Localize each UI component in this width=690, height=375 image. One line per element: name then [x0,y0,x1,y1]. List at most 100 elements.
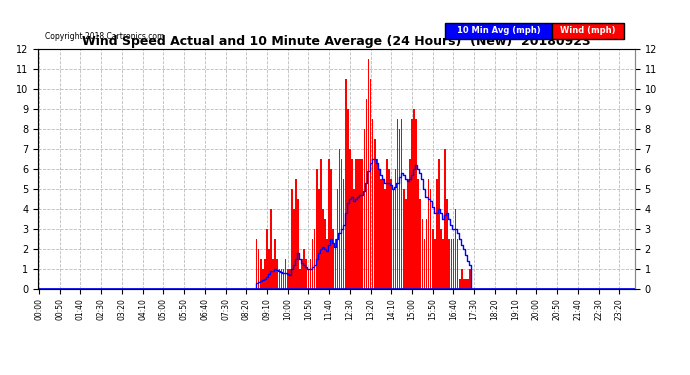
Text: 10 Min Avg (mph): 10 Min Avg (mph) [457,26,540,36]
Bar [444,149,446,289]
Bar [314,229,315,289]
Bar [335,239,336,289]
Bar [459,279,460,289]
Bar [275,239,276,289]
Bar [258,249,259,289]
Bar [333,229,334,289]
Bar [432,229,433,289]
Bar [285,259,286,289]
Bar [463,279,464,289]
Bar [413,109,415,289]
Bar [407,179,408,289]
Bar [434,239,435,289]
Bar [417,179,419,289]
Bar [349,149,351,289]
Bar [378,169,380,289]
Bar [289,269,290,289]
Bar [256,239,257,289]
Bar [291,189,293,289]
Bar [318,189,319,289]
Bar [388,169,390,289]
Bar [343,179,344,289]
Bar [262,269,264,289]
Bar [428,179,429,289]
Bar [368,59,369,289]
Bar [351,159,353,289]
Bar [399,129,400,289]
Bar [337,189,338,289]
Bar [380,179,382,289]
Bar [287,269,288,289]
Bar [403,189,404,289]
Bar [465,279,466,289]
Bar [405,199,406,289]
Bar [266,229,268,289]
Bar [322,209,324,289]
Bar [415,119,417,289]
Bar [273,259,274,289]
Bar [341,159,342,289]
Bar [264,259,266,289]
Bar [382,179,384,289]
Bar [320,159,322,289]
Bar [364,129,365,289]
Bar [304,249,305,289]
Bar [306,259,307,289]
FancyBboxPatch shape [552,22,624,39]
Bar [446,199,448,289]
Bar [372,119,373,289]
Bar [312,239,313,289]
Bar [395,169,396,289]
Bar [366,99,367,289]
Bar [353,189,355,289]
Bar [324,219,326,289]
Bar [359,159,361,289]
Bar [376,159,377,289]
Bar [270,209,272,289]
Bar [457,239,458,289]
Bar [277,259,278,289]
Bar [469,269,471,289]
Bar [411,119,413,289]
Bar [426,219,427,289]
Bar [347,109,348,289]
Bar [393,189,394,289]
Bar [268,249,270,289]
Bar [422,219,423,289]
Bar [297,199,299,289]
Bar [279,269,280,289]
Bar [397,119,398,289]
Bar [430,189,431,289]
FancyBboxPatch shape [445,22,552,39]
Bar [345,79,346,289]
Bar [328,159,330,289]
Bar [260,259,262,289]
Bar [281,269,282,289]
Bar [401,119,402,289]
Bar [308,269,309,289]
Bar [409,159,411,289]
Bar [362,159,363,289]
Bar [461,269,462,289]
Bar [438,159,440,289]
Bar [424,239,425,289]
Bar [374,139,375,289]
Bar [453,239,454,289]
Bar [391,179,392,289]
Bar [326,239,328,289]
Bar [357,159,359,289]
Bar [370,79,371,289]
Bar [293,209,295,289]
Bar [442,239,444,289]
Bar [295,179,297,289]
Bar [339,149,340,289]
Bar [467,279,469,289]
Bar [310,259,311,289]
Bar [451,239,452,289]
Bar [420,199,421,289]
Bar [283,269,284,289]
Title: Wind Speed Actual and 10 Minute Average (24 Hours)  (New)  20180923: Wind Speed Actual and 10 Minute Average … [82,34,591,48]
Text: Wind (mph): Wind (mph) [560,26,616,36]
Bar [440,229,442,289]
Bar [302,259,303,289]
